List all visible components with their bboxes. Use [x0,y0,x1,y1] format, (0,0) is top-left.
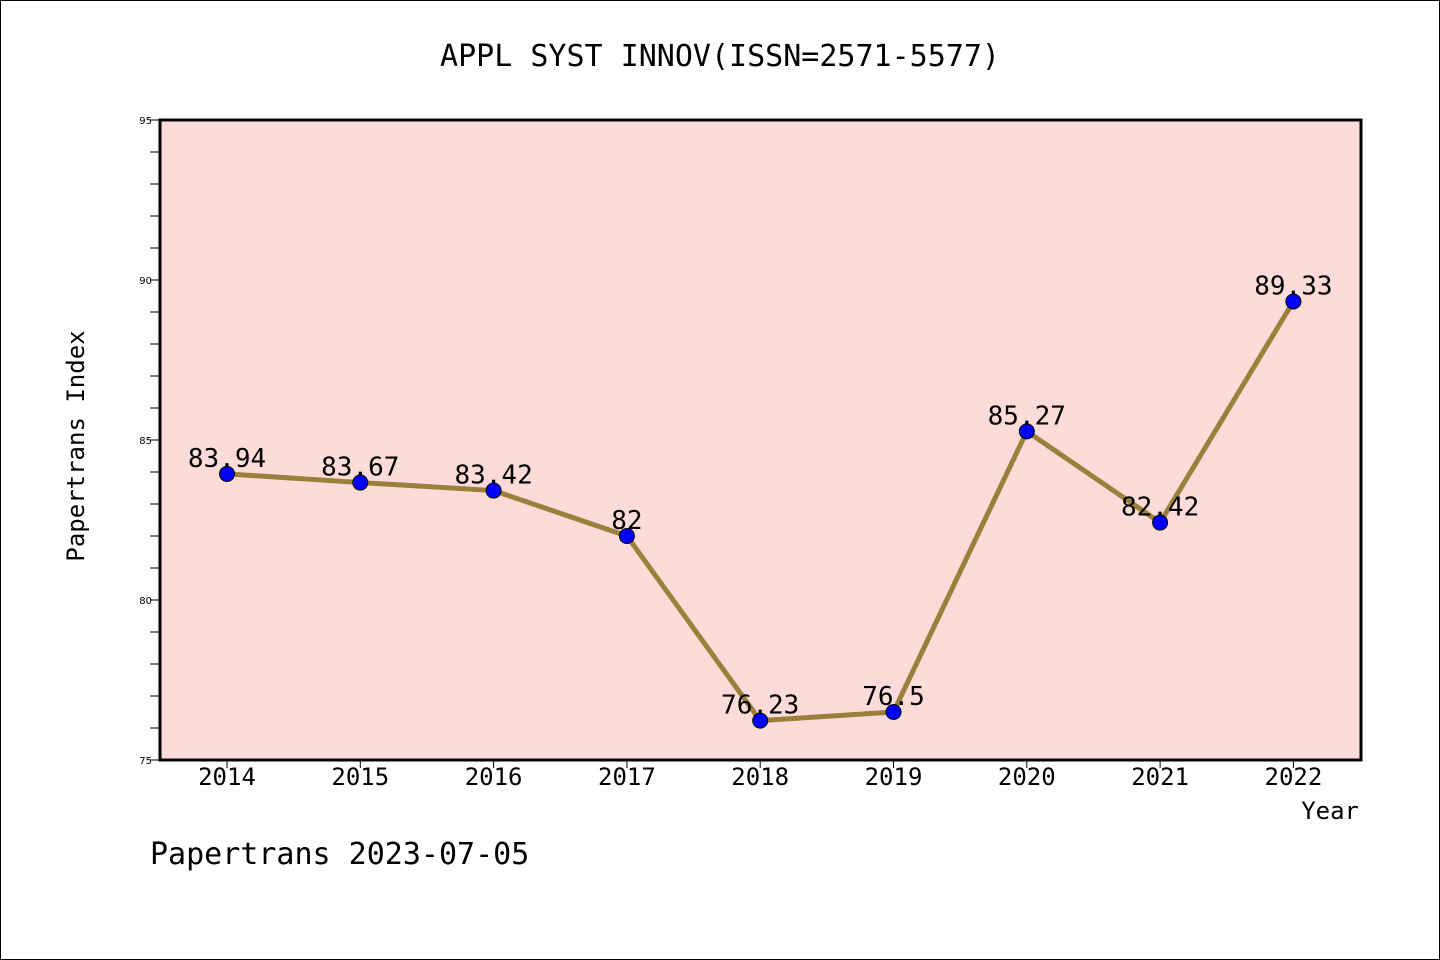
y-tick-label: 85 [139,436,152,447]
x-axis-label: Year [1301,797,1359,825]
series-markers [219,293,1302,729]
data-labels: 83.94 83.67 83.42 82 76.23 76.5 85.27 82.42 89.3… [188,271,1333,720]
data-point [352,474,369,491]
x-axis: 2014 2015 2016 2017 2018 2019 2020 2021 2022 [198,760,1322,791]
x-tick-label: 2020 [998,763,1056,791]
plot-area [158,118,1363,762]
x-tick-label: 2015 [331,763,389,791]
data-point [1018,423,1035,440]
data-label: 76.23 [721,691,799,721]
data-label: 83.67 [321,453,399,483]
data-point [1152,514,1169,531]
data-point [618,528,635,544]
data-label: 89.33 [1254,271,1332,301]
y-tick-label: 75 [139,756,152,767]
data-point [752,712,769,729]
x-tick-label: 2016 [465,763,523,791]
chart-title: APPL SYST INNOV(ISSN=2571-5577) [440,39,1000,74]
data-label: 85.27 [988,401,1066,431]
data-label: 83.94 [188,444,266,474]
y-tick-label: 90 [139,276,152,287]
x-tick-label: 2021 [1131,763,1189,791]
y-tick-label: 80 [139,596,152,607]
footer-text: Papertrans 2023-07-05 [150,837,529,872]
x-tick-label: 2022 [1265,763,1323,791]
y-axis: 75 80 85 90 95 [139,116,160,767]
data-label: 76.5 [862,682,925,712]
x-tick-label: 2014 [198,763,256,791]
data-point [219,465,235,482]
data-label: 82 [611,506,642,536]
y-axis-label: Papertrans Index [62,330,90,561]
data-label: 82.42 [1121,493,1199,523]
data-point [485,482,502,499]
x-tick-label: 2018 [731,763,789,791]
data-point [1285,293,1302,310]
data-label: 83.42 [454,461,532,491]
y-tick-label: 95 [139,116,152,127]
data-point [885,704,902,720]
x-tick-label: 2019 [865,763,923,791]
x-tick-label: 2017 [598,763,656,791]
